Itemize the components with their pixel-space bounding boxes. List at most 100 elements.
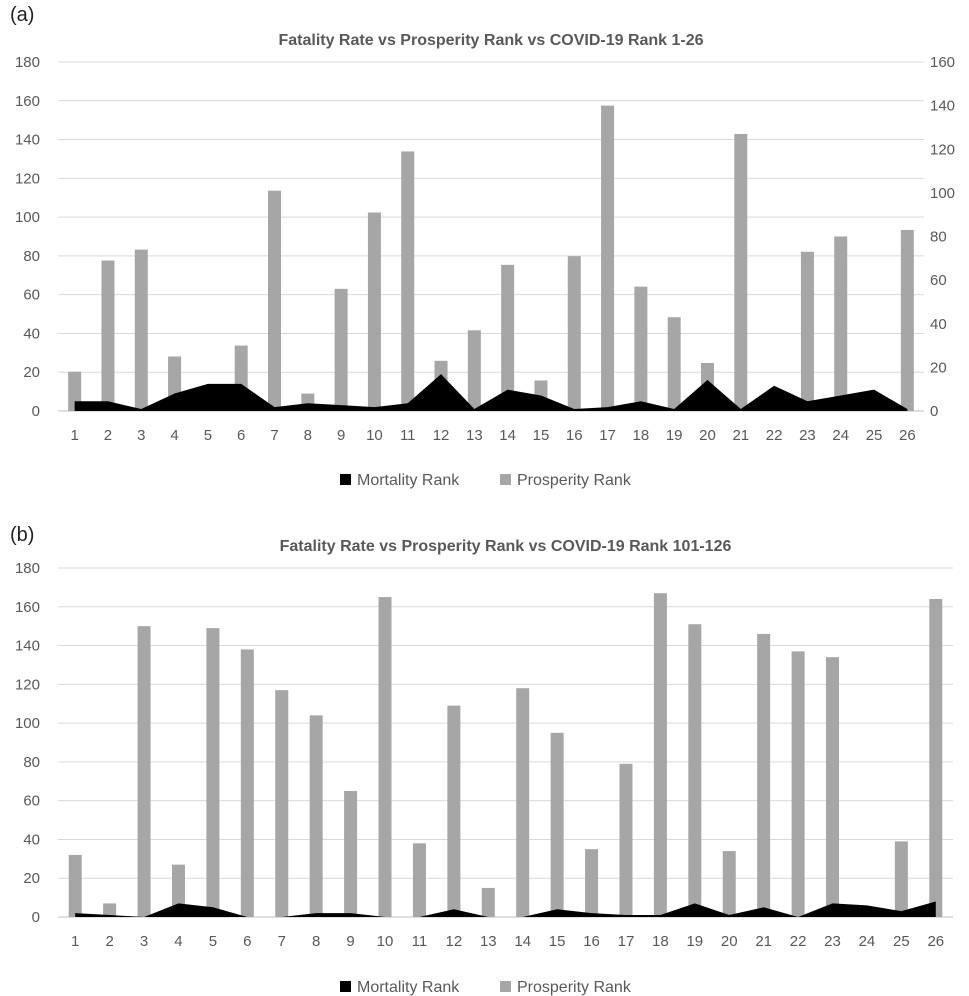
x-tick-label: 16 bbox=[583, 933, 600, 950]
prosperity-bar bbox=[206, 628, 220, 917]
prosperity-bar bbox=[653, 593, 667, 917]
legend-swatch-prosperity bbox=[500, 981, 511, 992]
y-left-tick-label: 120 bbox=[15, 676, 40, 693]
prosperity-bar bbox=[275, 690, 289, 917]
y-left-tick-label: 140 bbox=[15, 132, 40, 149]
y-left-tick-label: 80 bbox=[23, 754, 40, 771]
x-tick-label: 18 bbox=[633, 427, 650, 444]
prosperity-bar bbox=[929, 599, 943, 917]
x-tick-label: 12 bbox=[446, 933, 463, 950]
y-left-tick-label: 40 bbox=[23, 325, 40, 342]
x-tick-label: 17 bbox=[599, 427, 616, 444]
chart-title: Fatality Rate vs Prosperity Rank vs COVI… bbox=[278, 32, 703, 49]
x-tick-label: 19 bbox=[666, 427, 683, 444]
prosperity-bar bbox=[309, 715, 323, 917]
prosperity-bar bbox=[344, 790, 358, 917]
x-tick-label: 3 bbox=[137, 427, 145, 444]
x-tick-label: 25 bbox=[893, 933, 910, 950]
x-tick-label: 4 bbox=[174, 933, 182, 950]
prosperity-bar bbox=[501, 264, 515, 411]
x-tick-label: 9 bbox=[337, 427, 345, 444]
x-tick-label: 18 bbox=[652, 933, 669, 950]
x-tick-label: 10 bbox=[377, 933, 394, 950]
x-tick-label: 14 bbox=[499, 427, 516, 444]
y-right-tick-label: 120 bbox=[930, 141, 955, 158]
y-right-tick-label: 100 bbox=[930, 185, 955, 202]
y-left-tick-label: 40 bbox=[23, 831, 40, 848]
x-tick-label: 22 bbox=[790, 933, 807, 950]
x-tick-label: 7 bbox=[270, 427, 278, 444]
x-tick-label: 20 bbox=[721, 933, 738, 950]
prosperity-bar bbox=[334, 288, 348, 411]
y-left-tick-label: 60 bbox=[23, 793, 40, 810]
y-left-tick-label: 100 bbox=[15, 209, 40, 226]
legend-swatch-prosperity bbox=[500, 474, 511, 485]
x-tick-label: 15 bbox=[549, 933, 566, 950]
x-tick-label: 12 bbox=[433, 427, 450, 444]
x-tick-label: 26 bbox=[927, 933, 944, 950]
y-left-tick-label: 180 bbox=[15, 54, 40, 71]
x-tick-label: 22 bbox=[766, 427, 783, 444]
prosperity-bar bbox=[134, 249, 148, 411]
x-tick-label: 20 bbox=[699, 427, 716, 444]
x-tick-label: 13 bbox=[480, 933, 497, 950]
x-tick-label: 1 bbox=[71, 933, 79, 950]
prosperity-bar bbox=[516, 688, 530, 917]
x-tick-label: 24 bbox=[859, 933, 876, 950]
prosperity-bar bbox=[791, 651, 805, 917]
prosperity-bar bbox=[634, 286, 648, 411]
x-tick-label: 16 bbox=[566, 427, 583, 444]
prosperity-bar bbox=[722, 851, 736, 917]
x-tick-label: 15 bbox=[533, 427, 550, 444]
x-tick-label: 21 bbox=[732, 427, 749, 444]
y-left-tick-label: 120 bbox=[15, 170, 40, 187]
x-tick-label: 21 bbox=[755, 933, 772, 950]
prosperity-bar bbox=[667, 317, 681, 411]
y-left-tick-label: 180 bbox=[15, 560, 40, 577]
prosperity-bar bbox=[800, 251, 814, 411]
x-tick-label: 6 bbox=[237, 427, 245, 444]
prosperity-bar bbox=[378, 597, 392, 917]
y-right-tick-label: 0 bbox=[930, 403, 938, 420]
y-right-tick-label: 160 bbox=[930, 54, 955, 71]
x-tick-label: 5 bbox=[204, 427, 212, 444]
prosperity-bar bbox=[567, 256, 581, 411]
chart-panel-b: (b) Fatality Rate vs Prosperity Rank vs … bbox=[0, 500, 969, 996]
prosperity-bar bbox=[268, 190, 281, 411]
prosperity-bar bbox=[367, 212, 381, 411]
x-tick-label: 8 bbox=[304, 427, 312, 444]
y-left-tick-label: 0 bbox=[32, 403, 40, 420]
prosperity-bar bbox=[101, 260, 115, 411]
x-tick-label: 9 bbox=[346, 933, 354, 950]
prosperity-bar bbox=[734, 133, 748, 411]
prosperity-bar bbox=[68, 371, 82, 411]
x-tick-label: 11 bbox=[400, 427, 416, 444]
x-tick-label: 11 bbox=[412, 933, 428, 950]
panel-label-b: (b) bbox=[10, 524, 35, 546]
prosperity-bar bbox=[240, 649, 254, 917]
y-left-tick-label: 20 bbox=[23, 364, 40, 381]
x-tick-label: 8 bbox=[312, 933, 320, 950]
chart-b-svg: Fatality Rate vs Prosperity Rank vs COVI… bbox=[15, 538, 953, 996]
x-tick-label: 6 bbox=[243, 933, 251, 950]
prosperity-bar bbox=[467, 330, 481, 411]
prosperity-bar bbox=[447, 705, 461, 917]
chart-title: Fatality Rate vs Prosperity Rank vs COVI… bbox=[280, 538, 732, 555]
y-left-tick-label: 60 bbox=[23, 287, 40, 304]
prosperity-bar bbox=[585, 849, 599, 917]
prosperity-bar bbox=[401, 151, 415, 411]
prosperity-bar bbox=[601, 105, 615, 411]
x-tick-label: 2 bbox=[105, 933, 113, 950]
chart-panel-a: (a) Fatality Rate vs Prosperity Rank vs … bbox=[10, 4, 955, 489]
panel-label-a: (a) bbox=[10, 4, 35, 26]
y-right-tick-label: 20 bbox=[930, 359, 947, 376]
prosperity-bar bbox=[900, 229, 914, 411]
legend-swatch-mortality bbox=[340, 981, 351, 992]
legend-label-mortality: Mortality Rank bbox=[357, 979, 460, 996]
x-tick-label: 4 bbox=[170, 427, 178, 444]
x-tick-label: 2 bbox=[104, 427, 112, 444]
prosperity-bar bbox=[68, 854, 82, 917]
prosperity-bar bbox=[619, 763, 633, 917]
y-left-tick-label: 140 bbox=[15, 638, 40, 655]
x-tick-label: 1 bbox=[70, 427, 78, 444]
